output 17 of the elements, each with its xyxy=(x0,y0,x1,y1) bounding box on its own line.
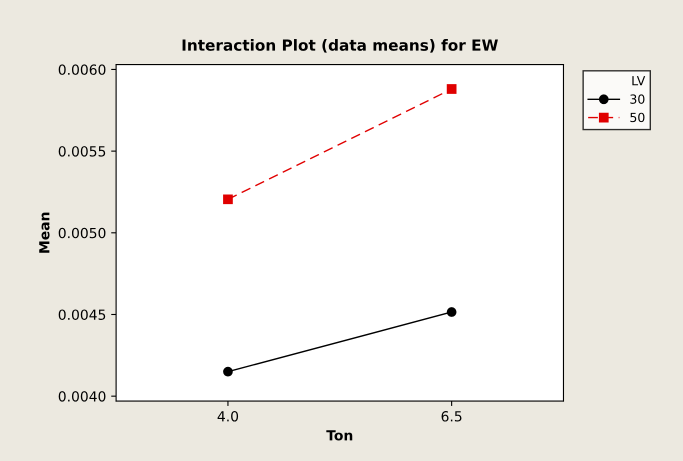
y-tick-label: 0.0060 xyxy=(58,64,106,75)
x-tick-label: 4.0 xyxy=(218,411,238,422)
legend-label: 50 xyxy=(630,112,644,122)
legend-title: LV xyxy=(632,76,646,86)
point xyxy=(223,366,233,377)
chart-title: Interaction Plot (data means) for EW xyxy=(182,39,498,53)
legend-label: 30 xyxy=(630,94,644,104)
x-tick-label: 6.5 xyxy=(442,411,462,422)
y-tick-label: 0.0040 xyxy=(58,391,106,402)
y-tick-label: 0.0045 xyxy=(58,309,106,320)
point xyxy=(446,84,456,94)
y-tick-label: 0.0055 xyxy=(58,146,106,157)
point xyxy=(446,307,456,317)
x-axis-title: Ton xyxy=(326,430,352,441)
y-axis-title: Mean xyxy=(39,212,50,253)
y-tick-label: 0.0050 xyxy=(58,228,106,238)
point xyxy=(223,194,233,204)
